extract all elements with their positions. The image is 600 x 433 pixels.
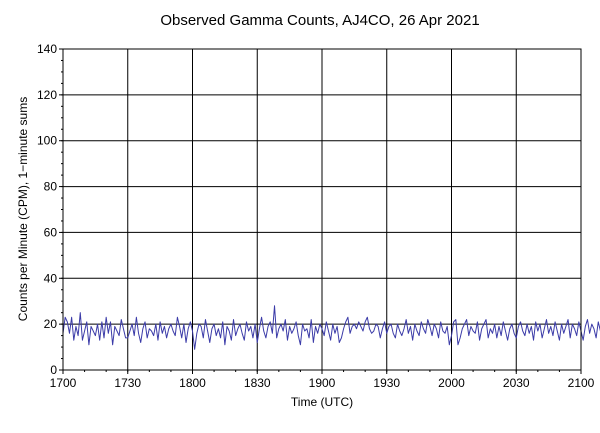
x-tick-label: 1800: [179, 376, 206, 390]
x-tick-label: 2030: [503, 376, 530, 390]
x-tick-label: 1730: [114, 376, 141, 390]
y-tick-label: 0: [50, 363, 57, 377]
x-tick-label: 1700: [50, 376, 77, 390]
x-tick-label: 2100: [568, 376, 595, 390]
x-tick-label: 1930: [373, 376, 400, 390]
y-tick-label: 80: [44, 180, 58, 194]
chart-title: Observed Gamma Counts, AJ4CO, 26 Apr 202…: [160, 12, 479, 29]
axis-ticks: 1700 1730 1800 1830 1900 1930 2000 2030 2100 0 20 4…: [37, 42, 595, 390]
y-tick-label: 100: [37, 134, 57, 148]
series-line: [62, 305, 600, 350]
y-axis-label: Counts per Minute (CPM), 1−minute sums: [16, 97, 30, 321]
y-tick-label: 120: [37, 88, 57, 102]
x-tick-label: 1830: [244, 376, 271, 390]
plot-frame: [62, 48, 582, 371]
y-tick-label: 140: [37, 42, 57, 56]
y-tick-label: 60: [44, 225, 58, 239]
y-tick-label: 20: [44, 317, 58, 331]
x-tick-label: 2000: [438, 376, 465, 390]
x-tick-label: 1900: [309, 376, 336, 390]
series-layer: [62, 305, 600, 350]
x-axis-label: Time (UTC): [291, 395, 353, 409]
y-tick-label: 40: [44, 271, 58, 285]
